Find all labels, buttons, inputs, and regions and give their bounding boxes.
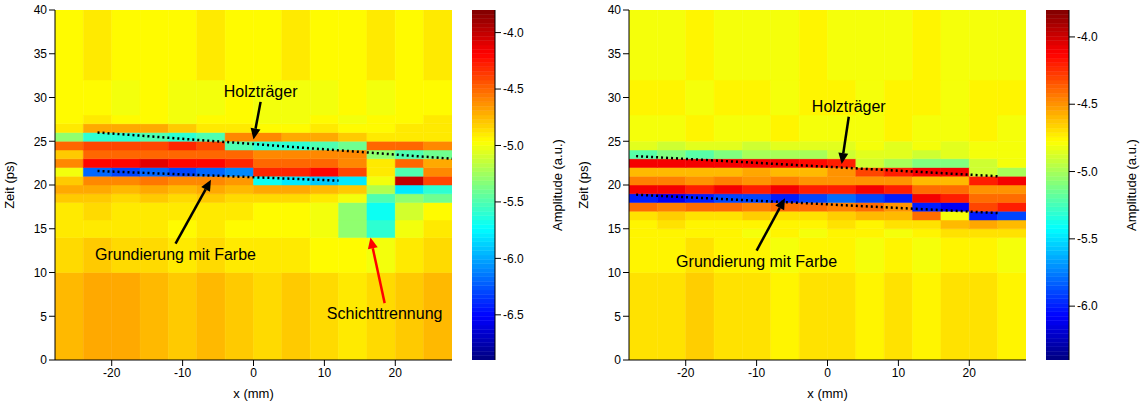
svg-text:30: 30 xyxy=(608,91,622,105)
svg-text:-10: -10 xyxy=(174,366,192,380)
svg-text:40: 40 xyxy=(608,3,622,17)
svg-text:x (mm): x (mm) xyxy=(807,386,847,401)
svg-text:20: 20 xyxy=(963,366,977,380)
svg-text:0: 0 xyxy=(40,353,47,367)
svg-text:Amplitude (a.u.): Amplitude (a.u.) xyxy=(1124,139,1139,231)
svg-text:0: 0 xyxy=(824,366,831,380)
svg-text:-6.0: -6.0 xyxy=(503,252,524,266)
svg-text:-6.0: -6.0 xyxy=(1077,299,1098,313)
svg-text:-4.5: -4.5 xyxy=(1077,97,1098,111)
svg-text:-6.5: -6.5 xyxy=(503,308,524,322)
svg-text:25: 25 xyxy=(34,135,48,149)
svg-text:5: 5 xyxy=(40,310,47,324)
svg-text:5: 5 xyxy=(614,310,621,324)
svg-text:10: 10 xyxy=(34,266,48,280)
svg-text:40: 40 xyxy=(34,3,48,17)
svg-text:Schichttrennung: Schichttrennung xyxy=(327,305,443,322)
svg-text:-5.0: -5.0 xyxy=(1077,165,1098,179)
svg-text:Zeit (ps): Zeit (ps) xyxy=(576,161,591,209)
svg-text:-4.5: -4.5 xyxy=(503,82,524,96)
svg-text:-5.5: -5.5 xyxy=(503,195,524,209)
svg-text:15: 15 xyxy=(608,222,622,236)
svg-text:10: 10 xyxy=(608,266,622,280)
svg-text:20: 20 xyxy=(34,178,48,192)
svg-text:35: 35 xyxy=(34,47,48,61)
svg-text:-20: -20 xyxy=(677,366,695,380)
svg-text:20: 20 xyxy=(389,366,403,380)
svg-text:0: 0 xyxy=(250,366,257,380)
svg-text:-5.5: -5.5 xyxy=(1077,232,1098,246)
svg-text:10: 10 xyxy=(892,366,906,380)
svg-text:-5.0: -5.0 xyxy=(503,139,524,153)
svg-text:0: 0 xyxy=(614,353,621,367)
svg-text:-10: -10 xyxy=(748,366,766,380)
svg-text:-4.0: -4.0 xyxy=(1077,30,1098,44)
svg-text:Holzträger: Holzträger xyxy=(812,98,886,115)
svg-text:x (mm): x (mm) xyxy=(233,386,273,401)
svg-text:10: 10 xyxy=(318,366,332,380)
svg-text:25: 25 xyxy=(608,135,622,149)
svg-text:Zeit (ps): Zeit (ps) xyxy=(2,161,17,209)
svg-text:35: 35 xyxy=(608,47,622,61)
svg-text:20: 20 xyxy=(608,178,622,192)
svg-text:-4.0: -4.0 xyxy=(503,26,524,40)
svg-text:-20: -20 xyxy=(103,366,121,380)
svg-text:Holzträger: Holzträger xyxy=(224,83,298,100)
svg-text:Grundierung mit Farbe: Grundierung mit Farbe xyxy=(95,246,256,263)
svg-text:Amplitude (a.u.): Amplitude (a.u.) xyxy=(550,139,565,231)
svg-text:15: 15 xyxy=(34,222,48,236)
svg-text:Grundierung mit Farbe: Grundierung mit Farbe xyxy=(676,253,837,270)
svg-text:30: 30 xyxy=(34,91,48,105)
